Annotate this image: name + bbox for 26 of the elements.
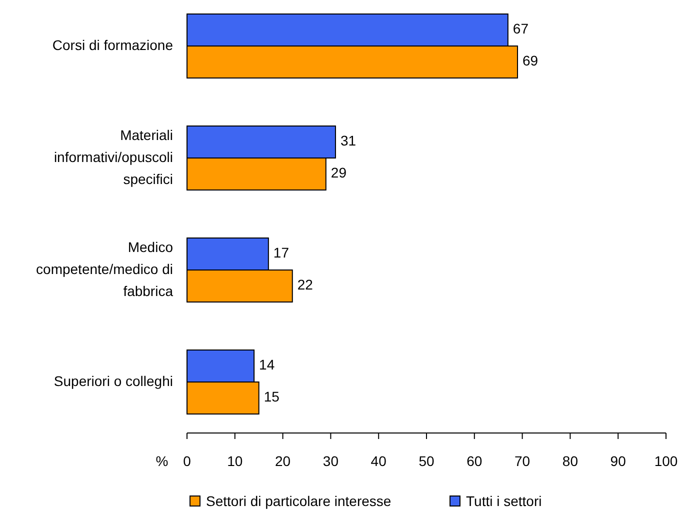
x-tick-label: 60: [466, 453, 482, 469]
legend-label: Tutti i settori: [466, 493, 542, 509]
x-tick-label: 90: [610, 453, 626, 469]
y-tick-label: Corsi di formazione: [52, 36, 174, 53]
data-label: 69: [522, 52, 538, 69]
data-label: 14: [259, 356, 275, 373]
legend-label: Settori di particolare interesse: [206, 493, 392, 509]
x-tick-label: 100: [654, 453, 678, 469]
data-label: 31: [340, 132, 356, 149]
x-tick-label: 80: [562, 453, 578, 469]
y-tick-label: Superiori o colleghi: [54, 372, 173, 389]
x-tick-label: 10: [227, 453, 243, 469]
x-tick-label: 40: [370, 453, 387, 469]
x-tick-label: 20: [275, 453, 291, 469]
data-label: 17: [273, 244, 290, 261]
x-tick-label: 30: [322, 453, 339, 469]
data-label: 67: [512, 20, 529, 37]
data-label: 15: [264, 388, 280, 405]
x-tick-label: 70: [514, 453, 530, 469]
data-label: 22: [297, 276, 314, 293]
y-tick-label: Medico competente/medico di fabbrica: [36, 238, 174, 299]
y-tick-label: Materiali informativi/opuscoli specifici: [54, 126, 173, 187]
x-tick-label: 50: [418, 453, 434, 469]
x-axis-title: %: [156, 453, 168, 469]
data-label: 29: [330, 164, 347, 181]
x-tick-label: 0: [183, 453, 192, 469]
